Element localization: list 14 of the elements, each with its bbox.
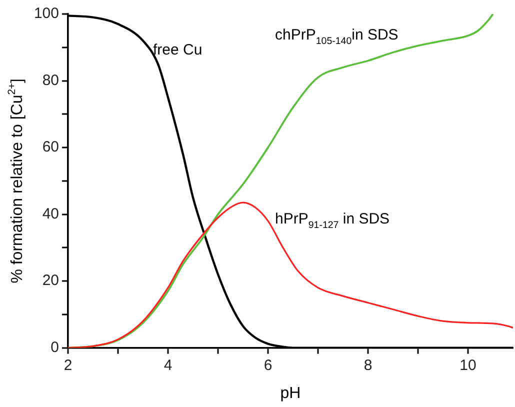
y-tick-label: 60 <box>42 138 59 156</box>
x-tick-label: 10 <box>460 356 476 374</box>
x-tick-label: 2 <box>64 356 72 374</box>
y-axis-title: % formation relative to [Cu2+] <box>6 78 26 284</box>
series-label: free Cu <box>153 42 202 59</box>
y-tick-label: 20 <box>42 272 59 290</box>
y-tick-label: 100 <box>34 5 59 22</box>
x-tick-label: 6 <box>264 356 272 374</box>
y-tick-label: 0 <box>50 338 59 356</box>
x-tick-label: 8 <box>364 356 372 374</box>
y-tick-label: 40 <box>42 205 59 222</box>
x-tick-label: 4 <box>164 356 172 374</box>
y-tick-label: 80 <box>42 72 59 89</box>
x-axis-title: pH <box>280 384 301 402</box>
